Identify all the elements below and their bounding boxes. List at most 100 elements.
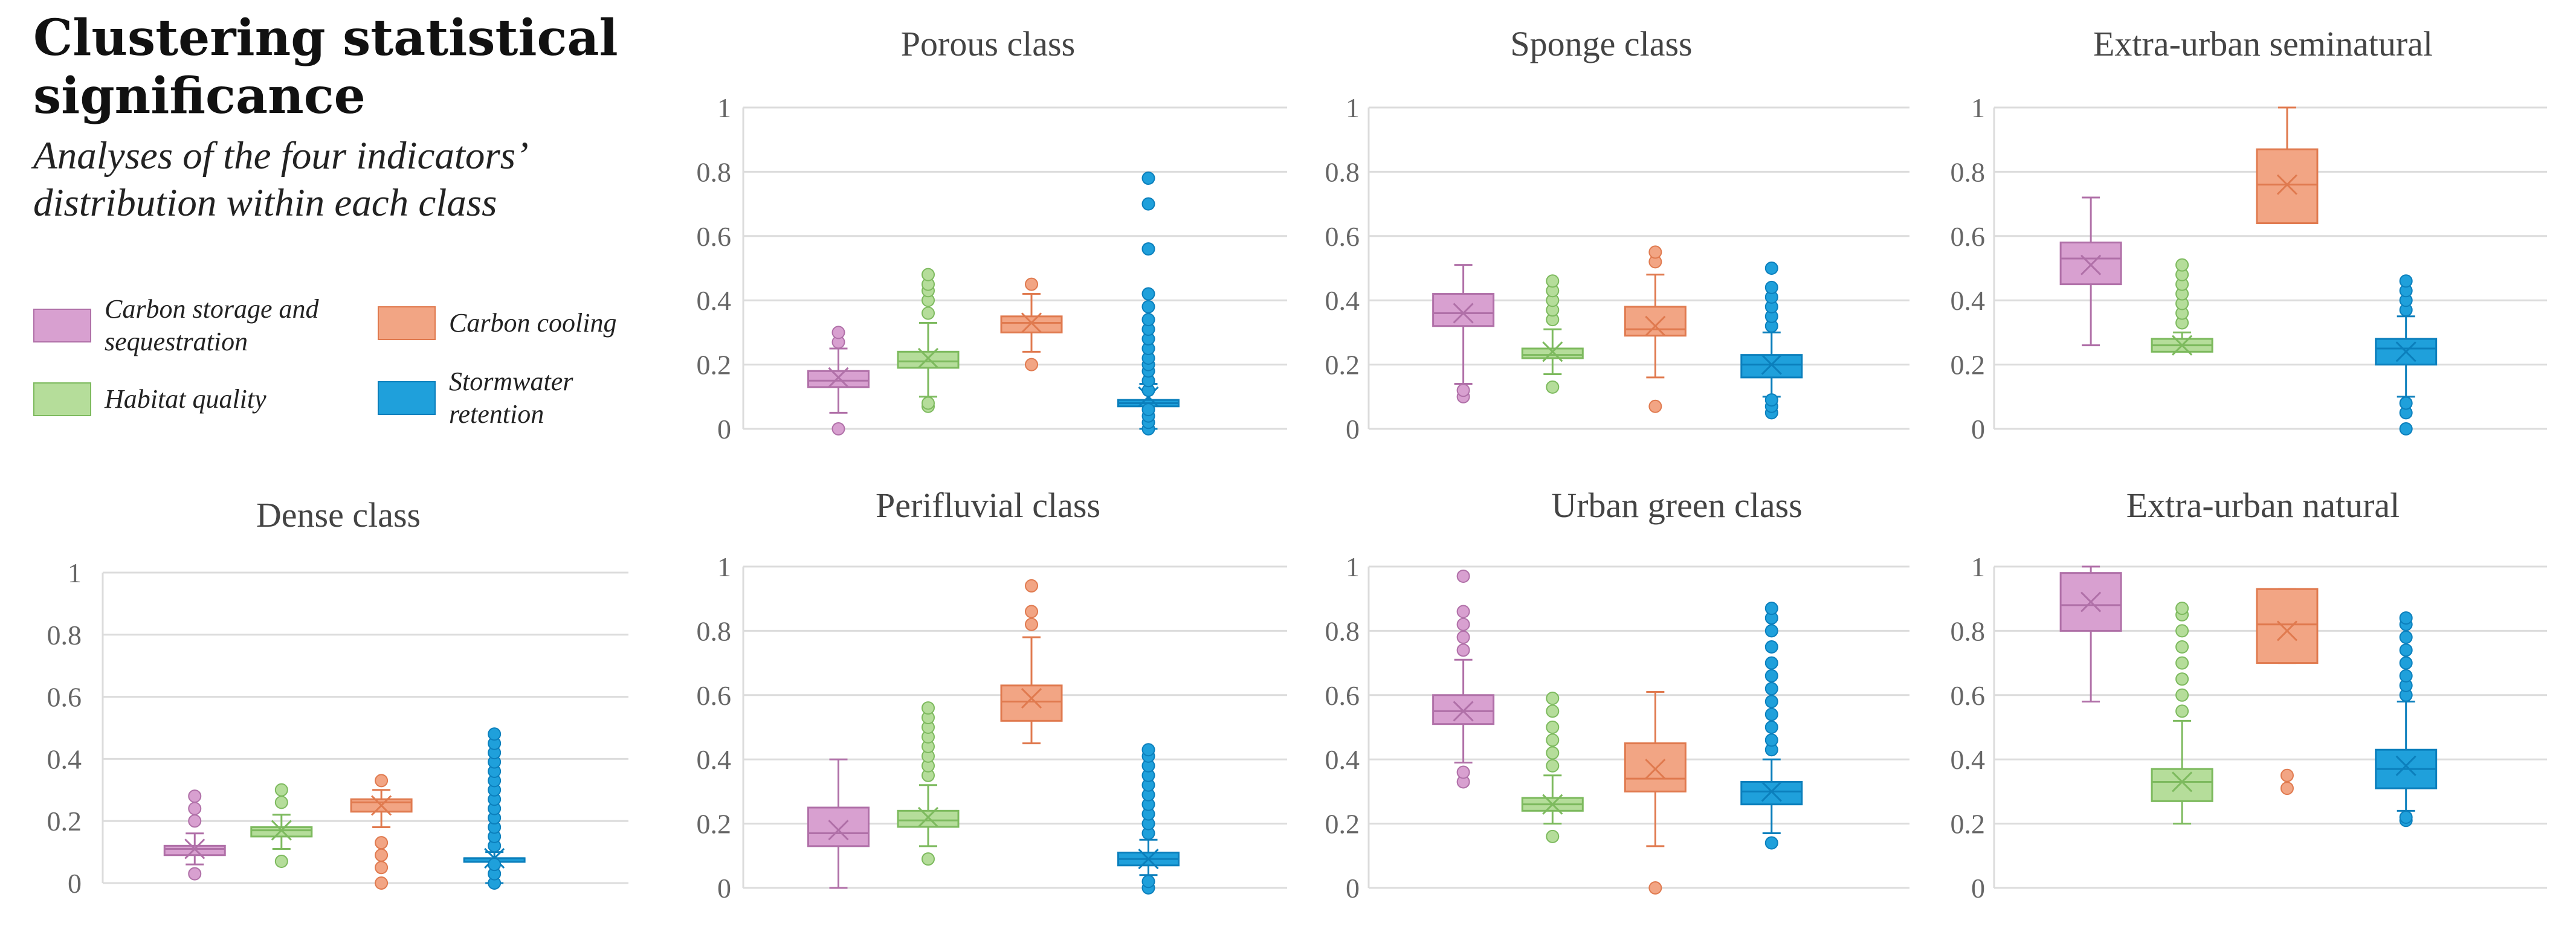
panel-title-extra-urban-seminatural: Extra-urban seminatural [2093, 24, 2433, 63]
panel-title-sponge-class: Sponge class [1510, 24, 1692, 63]
outlier-point [1456, 384, 1470, 397]
box-iqr [1000, 684, 1063, 722]
box-stormwater-retention [1740, 262, 1803, 420]
outlier-point [2175, 258, 2189, 272]
outlier-point [1764, 669, 1778, 683]
outlier-point [922, 701, 935, 715]
outlier-point [375, 861, 389, 875]
y-tick-label: 0.2 [1325, 809, 1360, 840]
mean-marker [2395, 755, 2416, 776]
box-habitat-quality [897, 268, 960, 413]
box-carbon-cooling [1624, 690, 1687, 895]
legend-item-habitat-quality: Habitat quality [33, 382, 322, 416]
outlier-point [1546, 692, 1560, 705]
legend-label-carbon-storage: Carbon storage and sequestration [105, 294, 319, 356]
outlier-point [831, 326, 845, 339]
box-iqr [1521, 347, 1584, 359]
y-tick-label: 1 [1346, 92, 1360, 123]
y-tick-label: 0.8 [1951, 615, 1986, 646]
box-iqr [1624, 742, 1687, 792]
figure-title: Clustering statistical significance [33, 9, 638, 125]
box-iqr [807, 806, 870, 847]
outlier-point [831, 422, 845, 435]
mean-marker [2172, 335, 2193, 356]
outlier-point [1764, 393, 1778, 407]
legend-swatch-habitat-quality [33, 382, 91, 416]
legend-swatch-carbon-storage [33, 309, 91, 342]
mean-marker [2172, 771, 2193, 792]
outlier-point [1141, 287, 1155, 301]
figure-title-line-2: significance [33, 67, 366, 125]
y-tick-label: 0.2 [1325, 350, 1360, 381]
box-carbon-cooling [2256, 106, 2319, 225]
outlier-point [1546, 746, 1560, 760]
outlier-point [1546, 721, 1560, 734]
outlier-point [922, 306, 935, 320]
outlier-point [1141, 313, 1155, 327]
outlier-point [1648, 881, 1662, 895]
y-tick-label: 0.4 [1325, 285, 1360, 316]
outlier-point [1764, 682, 1778, 696]
chart-panel-extra-urban-seminatural: Extra-urban seminatural 0 0.2 0.4 0.6 0.8 1 [1951, 24, 2547, 445]
mean-marker [184, 838, 205, 860]
y-tick-label: 0.6 [697, 221, 732, 252]
outlier-point [188, 802, 202, 815]
y-tick-label: 1 [1971, 92, 1985, 123]
outlier-point [1648, 399, 1662, 413]
y-tick-label: 1 [1346, 551, 1360, 582]
mean-marker [1761, 781, 1782, 802]
box-iqr [163, 844, 226, 856]
outlier-point [188, 814, 202, 828]
outlier-point [2399, 656, 2413, 670]
y-tick-label: 0 [1971, 414, 1985, 445]
y-tick-label: 0.6 [1325, 680, 1360, 711]
mean-marker [1021, 312, 1042, 333]
outlier-point [1764, 640, 1778, 654]
mean-marker [2276, 174, 2298, 195]
outlier-point [1764, 721, 1778, 734]
box-carbon-storage-and-sequestration [1432, 569, 1495, 789]
mean-marker [271, 820, 292, 841]
box-iqr [2256, 588, 2319, 664]
outlier-point [375, 848, 389, 862]
y-tick-label: 0.6 [1951, 680, 1986, 711]
y-tick-label: 0.4 [1325, 744, 1360, 775]
outlier-point [188, 789, 202, 803]
box-stormwater-retention [1117, 743, 1180, 895]
y-tick-label: 0.6 [47, 682, 82, 713]
outlier-point [2280, 782, 2294, 795]
outlier-point [1025, 579, 1038, 593]
outlier-point [1141, 875, 1155, 889]
mean-marker [1453, 303, 1474, 324]
box-carbon-storage-and-sequestration [163, 789, 226, 881]
box-carbon-storage-and-sequestration [807, 758, 870, 889]
mean-marker [1542, 794, 1563, 815]
panel-title-porous-class: Porous class [901, 24, 1075, 63]
legend-swatch-carbon-cooling [378, 306, 436, 340]
figure-title-line-1: Clustering statistical [33, 9, 618, 67]
outlier-point [1025, 605, 1038, 619]
box-iqr [897, 350, 960, 369]
figure-subtitle: Analyses of the four indicators’ distrib… [33, 132, 638, 227]
outlier-point [2399, 422, 2413, 435]
box-habitat-quality [897, 701, 960, 866]
y-tick-label: 0.6 [1325, 221, 1360, 252]
y-tick-label: 0 [68, 868, 82, 899]
outlier-point [1456, 617, 1470, 631]
y-tick-label: 1 [717, 551, 731, 582]
legend-swatch-stormwater-retention [378, 381, 436, 415]
mean-marker [828, 367, 849, 388]
outlier-point [2399, 611, 2413, 625]
mean-marker [1021, 688, 1042, 709]
outlier-point [1546, 829, 1560, 843]
outlier-point [1764, 602, 1778, 615]
outlier-point [1764, 262, 1778, 275]
outlier-point [1141, 242, 1155, 256]
outlier-point [1141, 172, 1155, 185]
box-carbon-cooling [2256, 588, 2319, 795]
box-carbon-storage-and-sequestration [2059, 196, 2122, 347]
legend-label-carbon-cooling: Carbon cooling [449, 308, 617, 338]
outlier-point [375, 836, 389, 850]
mean-marker [917, 347, 939, 369]
